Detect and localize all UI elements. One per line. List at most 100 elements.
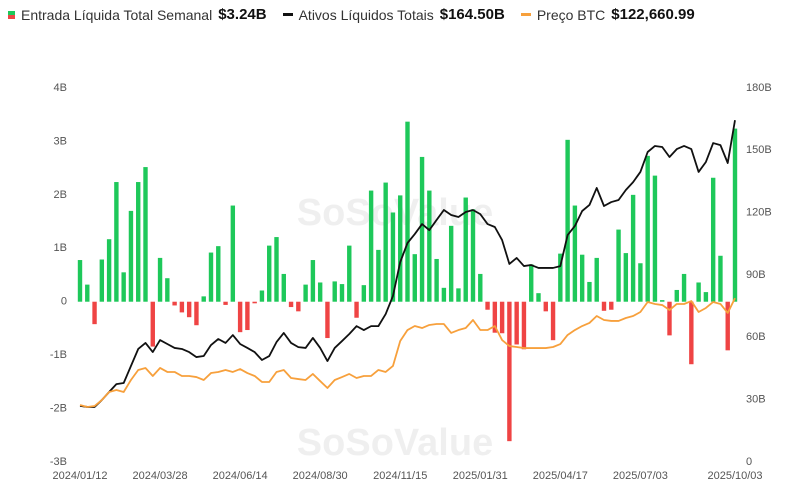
bar — [696, 282, 701, 302]
bar — [558, 253, 563, 302]
bar — [478, 273, 483, 302]
bar — [405, 121, 410, 302]
bar — [114, 182, 119, 302]
x-tick-label: 2025/04/17 — [533, 470, 588, 482]
bar — [732, 128, 738, 302]
x-tick-label: 2024/03/28 — [133, 470, 188, 482]
bar — [354, 301, 359, 318]
bar — [208, 252, 214, 302]
legend-item: Ativos Líquidos Totais $164.50B — [282, 6, 505, 23]
legend-value: $164.50B — [439, 6, 505, 23]
bar — [150, 301, 155, 347]
bar — [274, 237, 279, 302]
y2-tick-label: 0 — [746, 456, 752, 468]
x-tick-label: 2024/01/12 — [52, 470, 107, 482]
bar — [172, 301, 177, 306]
legend-item: Preço BTC $122,660.99 — [520, 6, 695, 23]
y-tick-label: 4B — [54, 82, 67, 94]
legend: Entrada Líquida Total Semanal $3.24B Ativo… — [8, 6, 695, 23]
bar — [623, 253, 629, 302]
bar — [499, 301, 505, 334]
y2-tick-label: 150B — [746, 144, 772, 156]
y2-tick-label: 180B — [746, 82, 772, 94]
y-tick-label: 0 — [61, 296, 67, 308]
legend-label: Entrada Líquida Total Semanal — [21, 6, 213, 23]
y-tick-label: 2B — [54, 189, 67, 201]
y-tick-label: 3B — [54, 135, 67, 147]
bar — [434, 258, 439, 302]
bar — [412, 254, 417, 302]
bar — [179, 301, 185, 313]
bar — [259, 290, 265, 302]
y-tick-label: -2B — [50, 402, 67, 414]
bar — [339, 284, 345, 302]
bar — [136, 182, 141, 302]
bar — [201, 296, 206, 302]
legend-item: Entrada Líquida Total Semanal $3.24B — [8, 6, 267, 23]
bar — [157, 257, 163, 302]
bar — [550, 301, 556, 341]
bar — [216, 246, 221, 302]
legend-icon — [282, 13, 293, 16]
bar — [718, 255, 723, 302]
y-tick-label: -3B — [50, 456, 67, 468]
bar — [725, 301, 730, 351]
line — [79, 120, 736, 408]
bar — [186, 301, 192, 318]
bar — [463, 197, 468, 302]
bar — [529, 264, 534, 302]
bar — [448, 225, 454, 302]
bar — [703, 292, 709, 302]
bar — [106, 239, 112, 302]
bar — [281, 273, 286, 302]
bar — [638, 263, 643, 302]
bar — [376, 249, 381, 302]
bar — [427, 190, 432, 302]
bar — [194, 301, 199, 326]
bar — [252, 301, 257, 304]
bar — [521, 301, 527, 350]
y2-tick-label: 60B — [746, 331, 766, 343]
bar — [165, 278, 170, 302]
bar — [507, 301, 512, 442]
legend-label: Ativos Líquidos Totais — [298, 6, 434, 23]
bar — [710, 177, 716, 302]
bar — [660, 300, 665, 302]
bar — [223, 301, 228, 305]
bar — [565, 139, 570, 302]
x-tick-label: 2025/10/03 — [707, 470, 762, 482]
bar — [296, 301, 301, 312]
bar — [630, 194, 636, 302]
bar — [470, 209, 476, 302]
y-tick-label: 1B — [54, 242, 67, 254]
bar — [667, 301, 672, 336]
bar — [85, 284, 90, 302]
bar — [325, 301, 330, 339]
bar — [92, 301, 97, 325]
bar — [99, 259, 105, 302]
bar — [419, 156, 425, 302]
bar — [689, 301, 694, 365]
x-tick-label: 2025/07/03 — [613, 470, 668, 482]
bar — [514, 301, 519, 345]
bar — [587, 281, 592, 302]
y2-tick-label: 90B — [746, 269, 766, 281]
bar — [485, 301, 490, 310]
legend-icon — [520, 13, 531, 16]
legend-icon — [8, 10, 15, 19]
bar — [303, 284, 308, 302]
bar — [572, 205, 578, 302]
bar — [616, 229, 621, 302]
legend-value: $122,660.99 — [611, 6, 695, 23]
bar — [383, 182, 388, 302]
y2-tick-label: 30B — [746, 394, 766, 406]
y-tick-label: -1B — [50, 349, 67, 361]
bar — [594, 257, 599, 302]
x-tick-label: 2024/11/15 — [373, 470, 427, 482]
bar — [579, 254, 585, 302]
bar — [361, 285, 367, 302]
bar — [441, 287, 447, 302]
bar — [543, 301, 548, 312]
bar — [237, 301, 243, 333]
